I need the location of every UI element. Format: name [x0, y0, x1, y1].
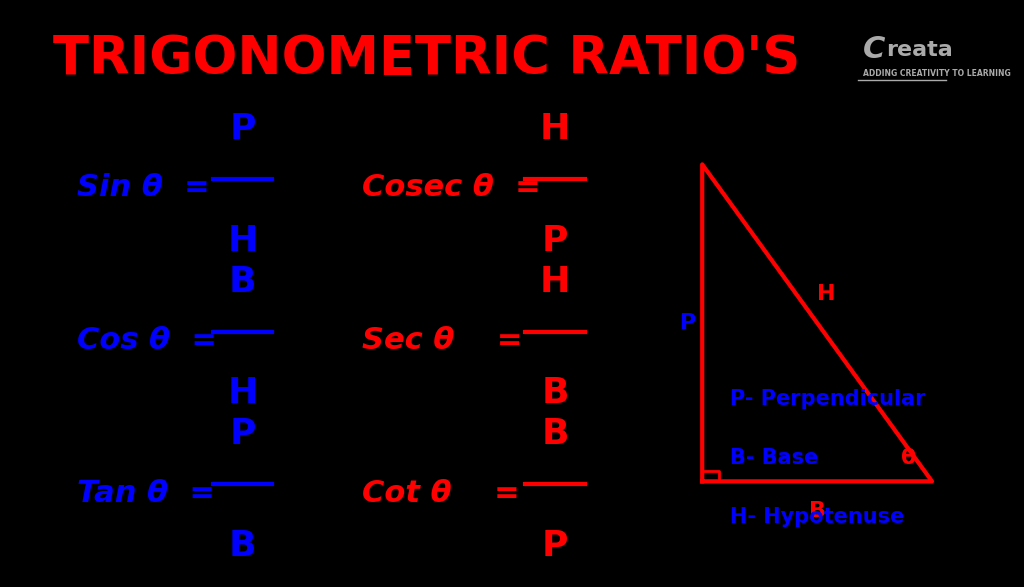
Text: C: C — [863, 35, 886, 65]
Text: Cot θ    =: Cot θ = — [362, 478, 520, 508]
Text: Tan θ  =: Tan θ = — [77, 478, 215, 508]
Text: H: H — [540, 112, 570, 146]
Text: B- Base: B- Base — [730, 448, 818, 468]
Text: B: B — [228, 529, 256, 563]
Text: ADDING CREATIVITY TO LEARNING: ADDING CREATIVITY TO LEARNING — [863, 69, 1011, 78]
Text: B: B — [542, 376, 569, 410]
Text: P: P — [229, 417, 256, 451]
Text: Cos θ  =: Cos θ = — [77, 326, 217, 355]
Text: P- Perpendicular: P- Perpendicular — [730, 389, 926, 409]
Text: H- Hypotenuse: H- Hypotenuse — [730, 507, 904, 527]
Text: P: P — [680, 313, 696, 333]
Text: TRIGONOMETRIC RATIO'S: TRIGONOMETRIC RATIO'S — [53, 33, 800, 85]
Text: P: P — [542, 224, 568, 258]
Text: H: H — [227, 376, 258, 410]
Text: Sin θ  =: Sin θ = — [77, 173, 210, 203]
Text: reata: reata — [886, 40, 952, 60]
Text: Sec θ    =: Sec θ = — [362, 326, 522, 355]
Text: θ: θ — [901, 448, 916, 468]
Text: H: H — [227, 224, 258, 258]
Text: B: B — [542, 417, 569, 451]
Text: Cosec θ  =: Cosec θ = — [362, 173, 541, 203]
Text: B: B — [228, 265, 256, 299]
Text: H: H — [817, 284, 836, 303]
Text: B: B — [809, 501, 825, 521]
Text: P: P — [229, 112, 256, 146]
Text: P: P — [542, 529, 568, 563]
Text: H: H — [540, 265, 570, 299]
